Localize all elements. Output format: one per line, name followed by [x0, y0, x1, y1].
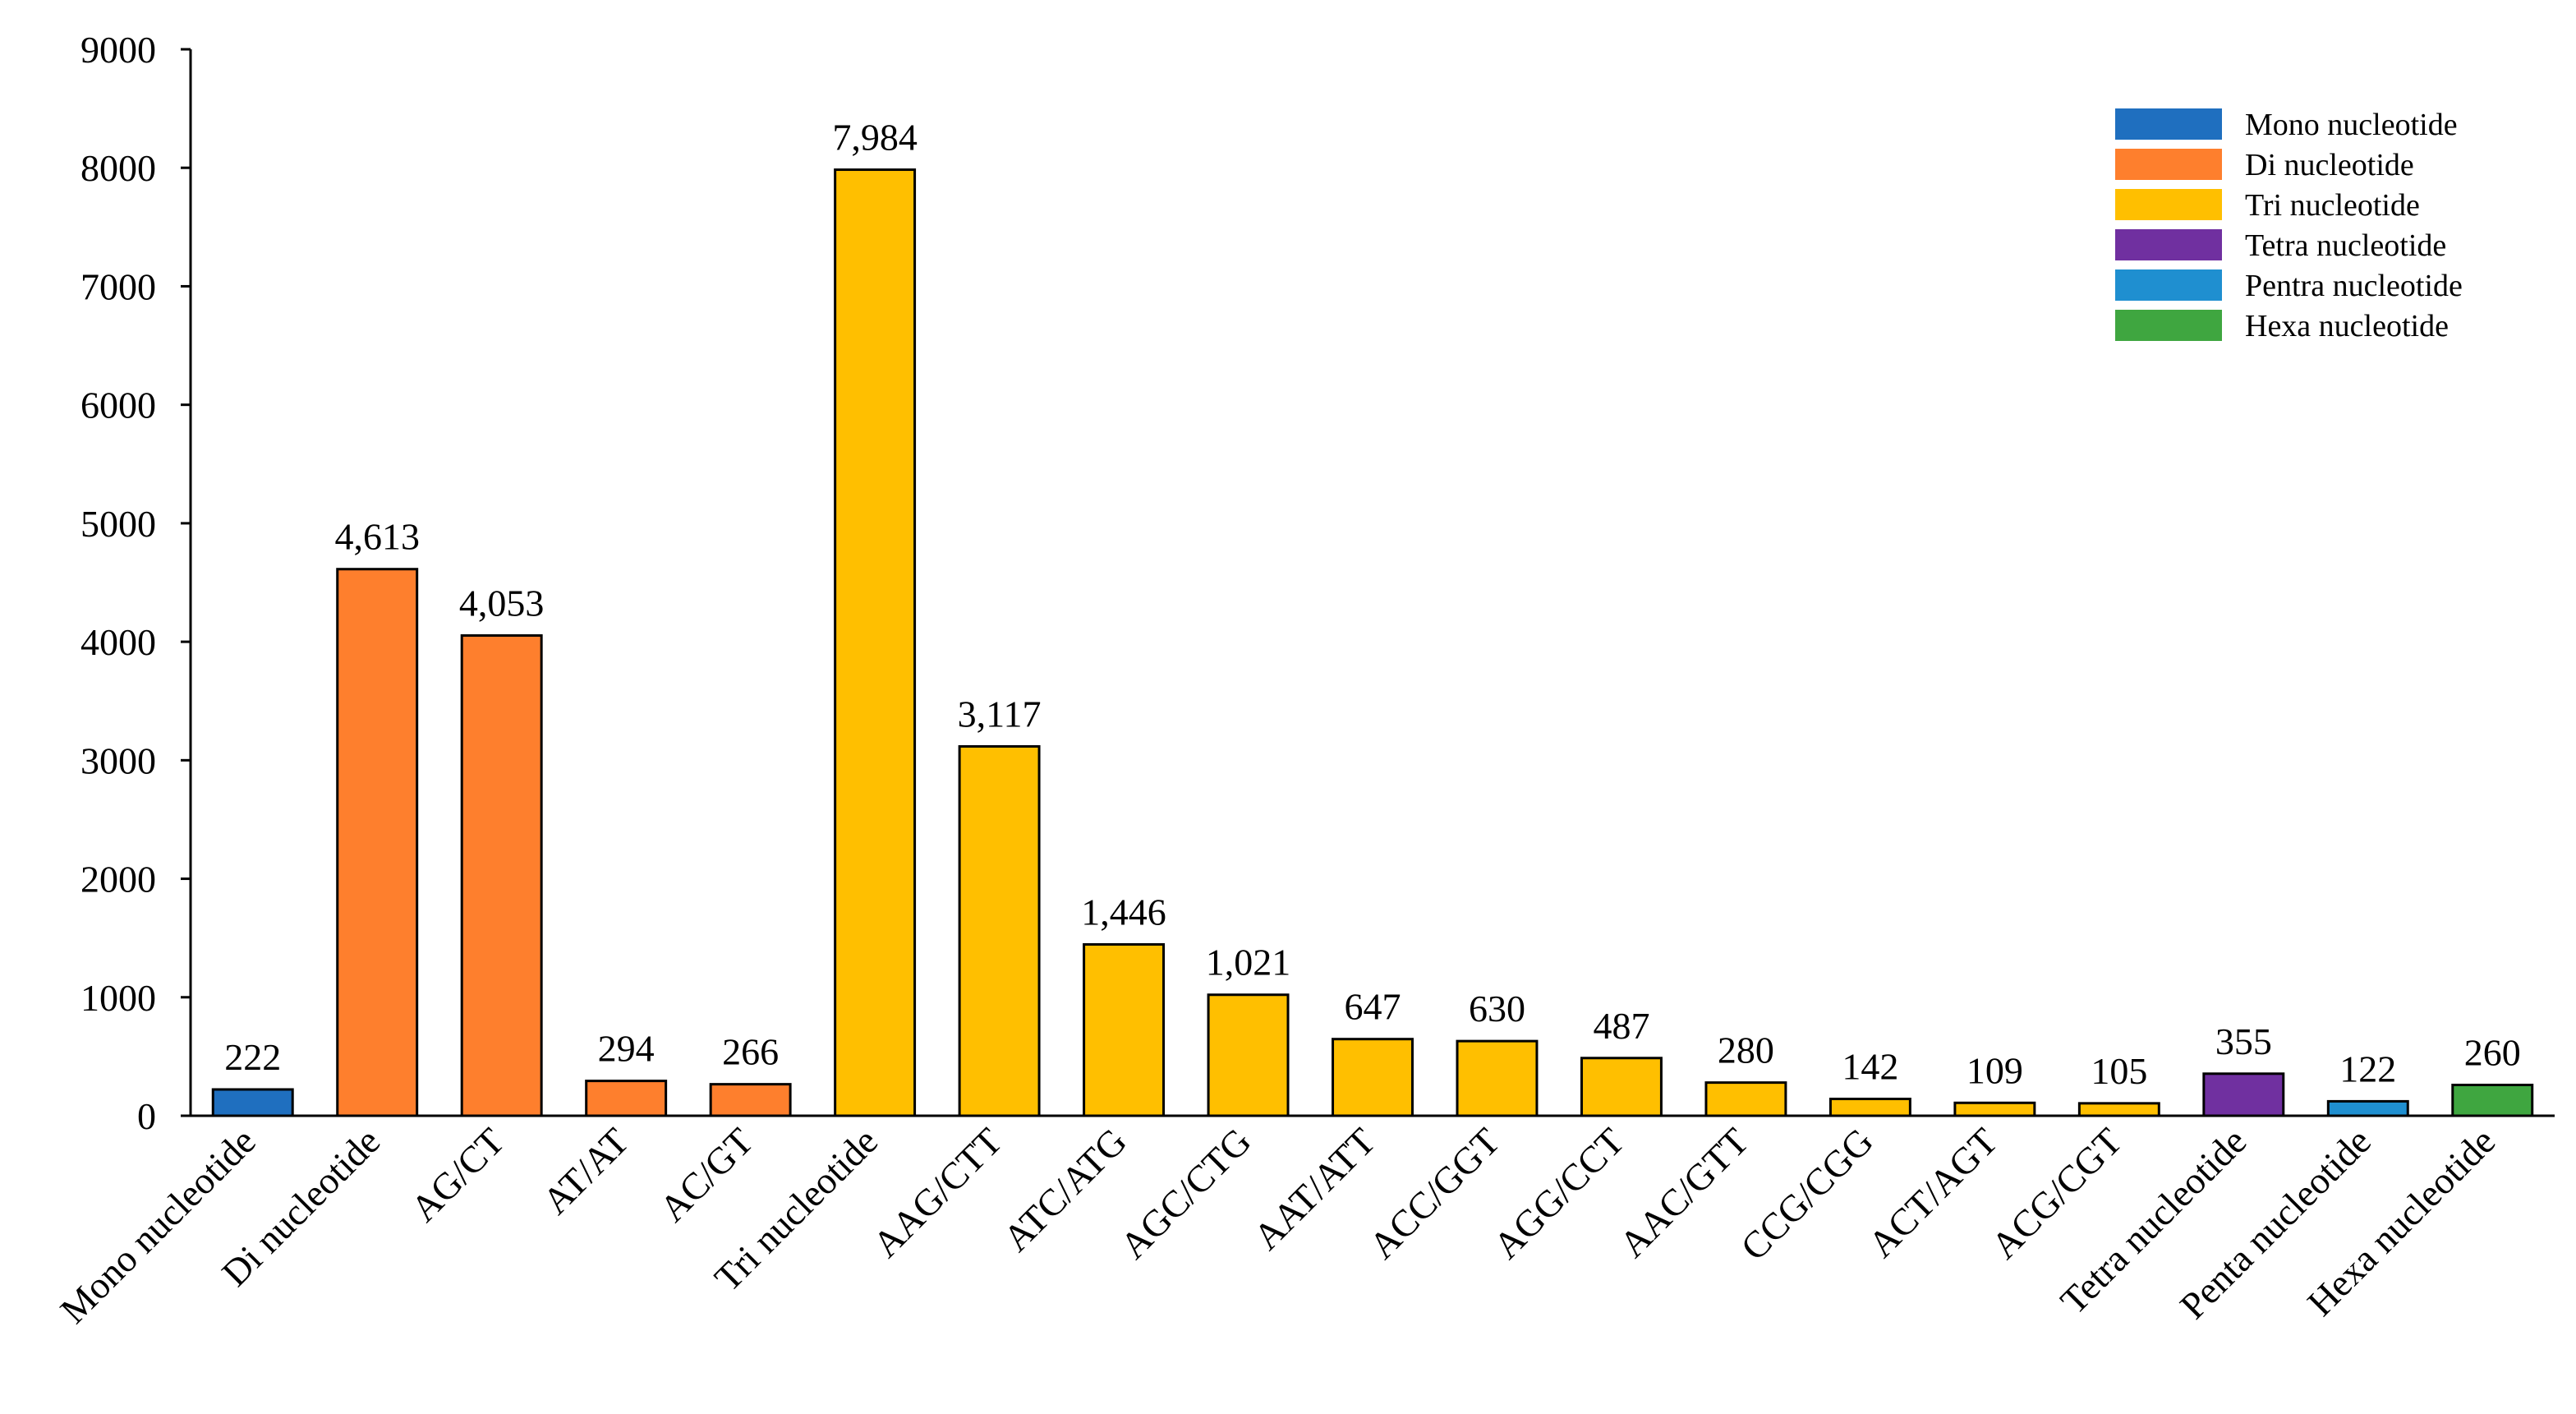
bar: [709, 1083, 792, 1117]
bars: [211, 168, 2534, 1117]
x-tick-label: CCG/CGG: [1732, 1120, 1881, 1269]
bar: [1332, 1038, 1414, 1117]
y-axis: 0 1000 2000 3000 4000 5000 6000 7000 8000 9000: [80, 29, 192, 1137]
legend-swatch: [2115, 269, 2222, 301]
bar: [2451, 1084, 2534, 1117]
legend-label: Di nucleotide: [2245, 148, 2414, 182]
bar: [2326, 1099, 2409, 1117]
bar: [1828, 1098, 1911, 1117]
legend-label: Mono nucleotide: [2245, 108, 2458, 142]
data-label: 4,053: [459, 582, 545, 624]
x-tick-label: AAG/CTT: [865, 1120, 1010, 1265]
data-label: 1,446: [1081, 891, 1166, 933]
y-tick-label: 4000: [80, 621, 156, 663]
data-label: 487: [1593, 1005, 1649, 1047]
data-label: 266: [722, 1031, 779, 1073]
legend-swatch: [2115, 189, 2222, 220]
bar: [460, 633, 543, 1117]
legend-label: Pentra nucleotide: [2245, 269, 2463, 303]
data-label: 7,984: [832, 117, 918, 159]
y-tick-label: 6000: [80, 385, 156, 426]
bar: [1083, 942, 1166, 1117]
y-tick-label: 7000: [80, 265, 156, 307]
legend-swatch: [2115, 310, 2222, 341]
x-tick-label: ACT/AGT: [1860, 1120, 2005, 1265]
data-label: 3,117: [958, 693, 1042, 735]
legend-swatch: [2115, 108, 2222, 140]
data-label: 4,613: [334, 516, 420, 558]
legend-label: Hexa nucleotide: [2245, 309, 2449, 343]
x-tick-label: AC/GT: [651, 1120, 761, 1230]
y-tick-label: 9000: [80, 29, 156, 71]
bar: [958, 744, 1041, 1117]
x-tick-label: ACC/GGT: [1361, 1120, 1508, 1267]
data-label: 105: [2091, 1050, 2147, 1092]
y-tick-label: 3000: [80, 739, 156, 781]
x-tick-label: AGG/CCT: [1485, 1120, 1632, 1267]
bar: [585, 1080, 668, 1117]
bar: [2202, 1072, 2285, 1117]
data-label: 122: [2339, 1048, 2396, 1089]
data-label: 280: [1718, 1029, 1774, 1071]
data-label: 294: [598, 1028, 655, 1070]
y-tick-label: 5000: [80, 503, 156, 545]
x-tick-label: AAC/GTT: [1611, 1120, 1756, 1265]
data-label: 260: [2464, 1032, 2521, 1074]
bar: [1456, 1039, 1539, 1117]
legend-label: Tri nucleotide: [2245, 188, 2420, 223]
value-labels: 222 4,613 4,053 294 266 7,984 3,117 1,446 1,021 6…: [224, 117, 2521, 1092]
legend-swatch: [2115, 149, 2222, 180]
data-label: 1,021: [1206, 942, 1291, 983]
bar: [1953, 1101, 2036, 1117]
bar: [211, 1088, 294, 1117]
data-label: 222: [224, 1036, 281, 1078]
bar: [1580, 1057, 1663, 1117]
bar: [336, 568, 419, 1117]
x-tick-label: AGC/CTG: [1112, 1120, 1259, 1267]
y-tick-label: 8000: [80, 147, 156, 189]
legend-swatch: [2115, 229, 2222, 260]
bar: [1207, 993, 1290, 1117]
x-tick-label: AG/CT: [402, 1120, 513, 1230]
data-label: 630: [1469, 988, 1525, 1029]
y-tick-label: 2000: [80, 859, 156, 900]
bar: [834, 168, 917, 1117]
bar: [2077, 1102, 2160, 1117]
x-tick-label: Mono nucleotide: [52, 1120, 263, 1331]
legend-label: Tetra nucleotide: [2245, 228, 2446, 263]
bar: [1704, 1081, 1787, 1117]
data-label: 647: [1345, 986, 1401, 1028]
data-label: 355: [2215, 1020, 2272, 1062]
data-label: 142: [1842, 1046, 1898, 1088]
x-tick-label: AT/AT: [535, 1120, 637, 1223]
data-label: 109: [1966, 1049, 2023, 1091]
y-tick-label: 0: [137, 1095, 156, 1137]
legend: Mono nucleotide Di nucleotide Tri nucleoti…: [2115, 108, 2463, 343]
y-tick-label: 1000: [80, 977, 156, 1019]
